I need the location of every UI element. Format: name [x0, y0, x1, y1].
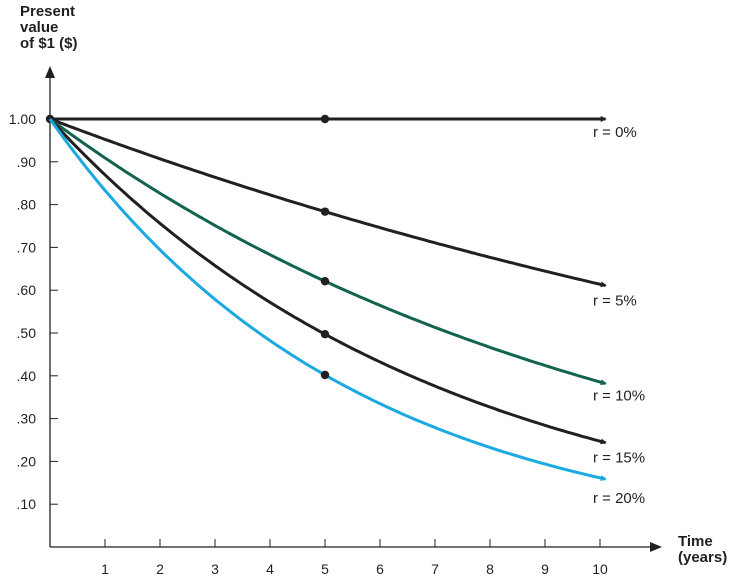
y-tick-label: .80 [17, 197, 37, 213]
y-tick-label: 1.00 [9, 111, 36, 127]
x-tick-label: 8 [486, 561, 494, 577]
data-point-marker [320, 370, 330, 380]
y-tick-label: .90 [17, 154, 37, 170]
x-tick-label: 3 [211, 561, 219, 577]
y-tick-label: .40 [17, 368, 37, 384]
y-tick-label: .30 [17, 411, 37, 427]
y-tick-label: .20 [17, 453, 37, 469]
x-tick-label: 7 [431, 561, 439, 577]
y-tick-label: .60 [17, 282, 37, 298]
series-label: r = 10% [593, 388, 645, 405]
data-point-marker [320, 114, 330, 124]
x-tick-label: 2 [156, 561, 164, 577]
x-tick-label: 4 [266, 561, 274, 577]
y-axis-arrow [45, 66, 55, 78]
series-line-2 [49, 117, 607, 386]
x-axis-arrow [650, 542, 662, 552]
x-tick-label: 5 [321, 561, 329, 577]
x-tick-label: 1 [101, 561, 109, 577]
data-point-marker [320, 277, 330, 286]
x-axis-title: Time (years) [678, 533, 728, 566]
series-label: r = 15% [593, 450, 645, 467]
y-axis-title: Present value of $1 ($) [20, 3, 78, 52]
data-point-marker [320, 207, 330, 216]
x-tick-label: 9 [541, 561, 549, 577]
y-tick-label: .70 [17, 239, 37, 255]
series-line-4 [48, 118, 607, 482]
y-tick-label: .10 [17, 496, 37, 512]
x-tick-label: 10 [592, 561, 608, 577]
x-tick-label: 6 [376, 561, 384, 577]
series-label: r = 20% [593, 490, 645, 507]
series-label: r = 0% [593, 124, 637, 141]
data-point-marker [320, 330, 330, 339]
y-tick-label: .50 [17, 325, 37, 341]
series-label: r = 5% [593, 293, 637, 310]
